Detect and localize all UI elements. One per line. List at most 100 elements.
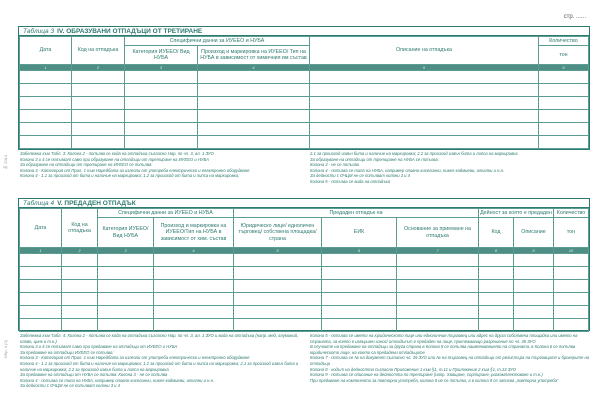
table-cell[interactable] (396, 292, 479, 306)
table-cell[interactable] (321, 292, 398, 306)
table-cell[interactable] (19, 70, 72, 84)
table-cell[interactable] (233, 305, 323, 319)
table-cell[interactable] (61, 279, 98, 293)
table-cell[interactable] (71, 70, 125, 84)
table-cell[interactable] (19, 253, 62, 267)
note-line: Колона 5 - попълва се вида на отпадъка (310, 178, 391, 184)
table-cell[interactable] (309, 70, 539, 84)
table-cell[interactable] (196, 109, 311, 123)
table-cell[interactable] (152, 318, 235, 332)
table-cell[interactable] (396, 305, 479, 319)
table-cell[interactable] (196, 135, 311, 149)
table-cell[interactable] (538, 122, 589, 136)
table-cell[interactable] (477, 305, 514, 319)
table-cell[interactable] (19, 266, 62, 280)
table-cell[interactable] (477, 279, 514, 293)
table-cell[interactable] (321, 279, 398, 293)
table-cell[interactable] (97, 318, 154, 332)
table-cell[interactable] (512, 266, 555, 280)
table-cell[interactable] (152, 266, 235, 280)
table-cell[interactable] (19, 318, 62, 332)
table-cell[interactable] (71, 109, 125, 123)
table-cell[interactable] (538, 96, 589, 110)
table-cell[interactable] (553, 253, 589, 267)
table-cell[interactable] (553, 305, 589, 319)
table-cell[interactable] (71, 135, 125, 149)
table-cell[interactable] (233, 292, 323, 306)
table-cell[interactable] (124, 83, 198, 97)
table-cell[interactable] (124, 122, 198, 136)
table-cell[interactable] (477, 318, 514, 332)
table-cell[interactable] (196, 96, 311, 110)
table-cell[interactable] (196, 122, 311, 136)
table-cell[interactable] (61, 292, 98, 306)
table-cell[interactable] (321, 266, 398, 280)
table-cell[interactable] (19, 279, 62, 293)
table-cell[interactable] (233, 253, 323, 267)
table-cell[interactable] (71, 122, 125, 136)
table-cell[interactable] (19, 305, 62, 319)
table-cell[interactable] (196, 83, 311, 97)
table-cell[interactable] (309, 135, 539, 149)
note-line: Колона 4 - 1.1 за произход от бита и нал… (20, 173, 240, 179)
table-cell[interactable] (553, 292, 589, 306)
table-cell[interactable] (97, 266, 154, 280)
table-cell[interactable] (233, 279, 323, 293)
table-cell[interactable] (61, 305, 98, 319)
table-cell[interactable] (309, 122, 539, 136)
table-cell[interactable] (321, 318, 398, 332)
table-cell[interactable] (97, 253, 154, 267)
table-cell[interactable] (124, 70, 198, 84)
table-cell[interactable] (152, 305, 235, 319)
table-cell[interactable] (152, 279, 235, 293)
table-cell[interactable] (97, 279, 154, 293)
table-cell[interactable] (19, 292, 62, 306)
table-cell[interactable] (309, 109, 539, 123)
table-cell[interactable] (124, 96, 198, 110)
table-cell[interactable] (61, 318, 98, 332)
table-cell[interactable] (61, 253, 98, 267)
table-cell[interactable] (233, 266, 323, 280)
table-cell[interactable] (19, 83, 72, 97)
table-cell[interactable] (233, 318, 323, 332)
table-cell[interactable] (396, 318, 479, 332)
table-cell[interactable] (396, 266, 479, 280)
table-cell[interactable] (19, 135, 72, 149)
table-cell[interactable] (152, 292, 235, 306)
table-cell[interactable] (553, 279, 589, 293)
table-3: Таблица 3 IV. ОБРАЗУВАНИ ОТПАДЪЦИ ОТ ТРЕТ… (18, 26, 590, 150)
col-header: Дата (19, 36, 72, 65)
table-cell[interactable] (321, 253, 398, 267)
table-cell[interactable] (124, 135, 198, 149)
table-cell[interactable] (19, 122, 72, 136)
table-cell[interactable] (512, 305, 555, 319)
table-cell[interactable] (97, 292, 154, 306)
table-cell[interactable] (538, 135, 589, 149)
table-cell[interactable] (512, 253, 555, 267)
table-cell[interactable] (512, 279, 555, 293)
table-cell[interactable] (152, 253, 235, 267)
table-cell[interactable] (321, 305, 398, 319)
table-cell[interactable] (19, 96, 72, 110)
table-cell[interactable] (309, 96, 539, 110)
table-cell[interactable] (538, 109, 589, 123)
table-cell[interactable] (396, 279, 479, 293)
table-cell[interactable] (309, 83, 539, 97)
table-cell[interactable] (538, 70, 589, 84)
table-cell[interactable] (124, 109, 198, 123)
table-cell[interactable] (512, 318, 555, 332)
table-cell[interactable] (396, 253, 479, 267)
table-cell[interactable] (61, 266, 98, 280)
table-cell[interactable] (477, 292, 514, 306)
table-cell[interactable] (477, 266, 514, 280)
table-cell[interactable] (97, 305, 154, 319)
table-cell[interactable] (71, 96, 125, 110)
table-cell[interactable] (553, 266, 589, 280)
table-cell[interactable] (538, 83, 589, 97)
table-cell[interactable] (196, 70, 311, 84)
table-cell[interactable] (71, 83, 125, 97)
table-cell[interactable] (512, 292, 555, 306)
table-cell[interactable] (553, 318, 589, 332)
table-cell[interactable] (477, 253, 514, 267)
table-cell[interactable] (19, 109, 72, 123)
